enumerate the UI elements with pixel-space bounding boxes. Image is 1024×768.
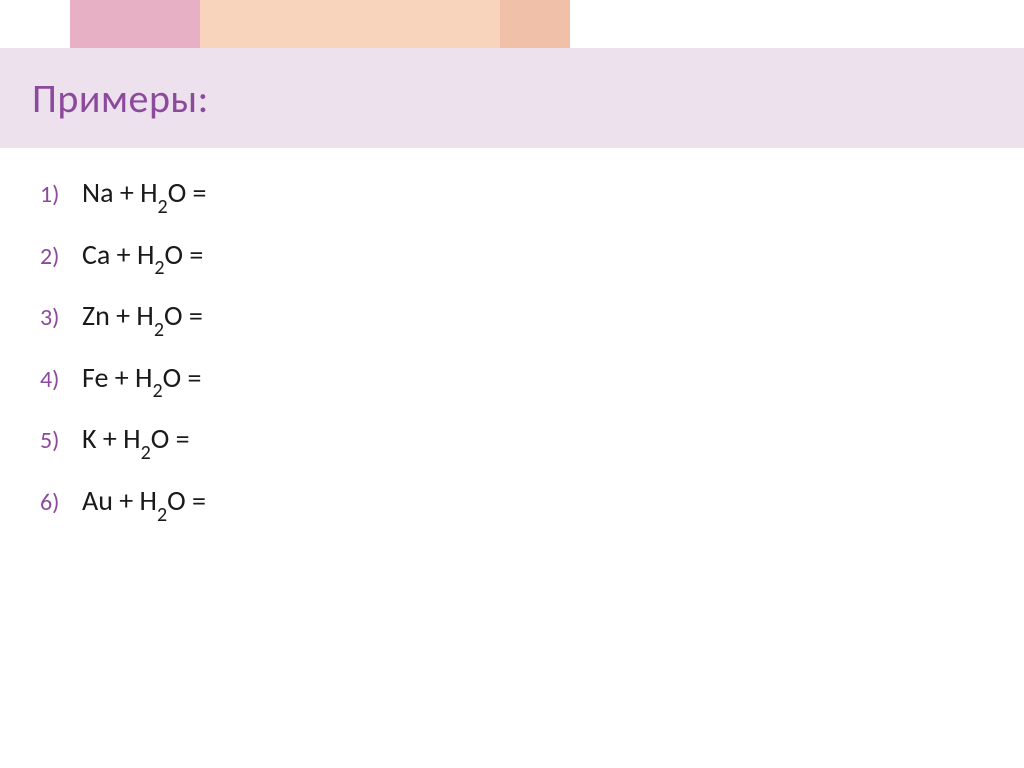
formula-part: Ca + H <box>82 237 154 272</box>
list-item: 5)K + H2O = <box>40 421 207 461</box>
list-text: Au + H2O = <box>82 483 206 523</box>
deco-block <box>200 0 500 48</box>
formula-part: O = <box>151 421 190 456</box>
formula-part: O = <box>167 483 206 518</box>
formula-part: O = <box>168 175 207 210</box>
list-text: Fe + H2O = <box>82 360 201 400</box>
formula-part: O = <box>165 237 204 272</box>
list-item: 6)Au + H2O = <box>40 483 207 523</box>
deco-block <box>70 0 200 48</box>
deco-block <box>500 0 570 48</box>
formula-part: O = <box>163 360 202 395</box>
list-text: K + H2O = <box>82 421 190 461</box>
list-text: Ca + H2O = <box>82 237 203 277</box>
formula-part: Fe + H <box>82 360 152 395</box>
title-band: Примеры: <box>0 48 1024 148</box>
formula-part: Na + H <box>82 175 158 210</box>
top-decoration <box>0 0 1024 48</box>
formula-subscript: 2 <box>152 379 162 403</box>
list-number: 4) <box>40 365 82 394</box>
list-number: 1) <box>40 180 82 209</box>
formula-part: O = <box>164 298 203 333</box>
formula-part: Zn + H <box>82 298 154 333</box>
list-number: 6) <box>40 488 82 517</box>
list-number: 2) <box>40 242 82 271</box>
formula-subscript: 2 <box>141 441 151 465</box>
deco-block <box>0 0 70 48</box>
list-item: 1)Na + H2O = <box>40 175 207 215</box>
list-number: 5) <box>40 426 82 455</box>
list-text: Na + H2O = <box>82 175 207 215</box>
content-list: 1)Na + H2O =2)Ca + H2O =3)Zn + H2O =4)Fe… <box>40 175 207 545</box>
list-text: Zn + H2O = <box>82 298 203 338</box>
formula-subscript: 2 <box>154 256 164 280</box>
slide-title: Примеры: <box>32 74 209 123</box>
list-item: 2)Ca + H2O = <box>40 237 207 277</box>
list-item: 4)Fe + H2O = <box>40 360 207 400</box>
list-number: 3) <box>40 303 82 332</box>
formula-part: Au + H <box>82 483 157 518</box>
formula-subscript: 2 <box>154 318 164 342</box>
formula-subscript: 2 <box>158 195 168 219</box>
list-item: 3)Zn + H2O = <box>40 298 207 338</box>
formula-subscript: 2 <box>157 503 167 527</box>
formula-part: K + H <box>82 421 141 456</box>
